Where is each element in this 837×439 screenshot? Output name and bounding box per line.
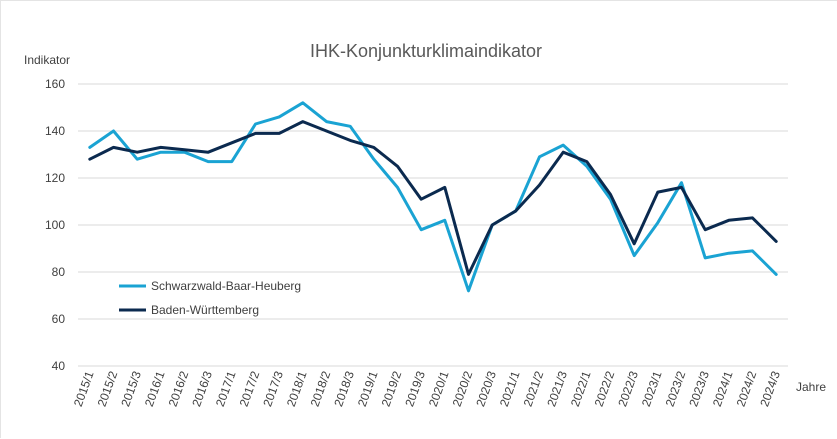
y-tick-label: 100 xyxy=(45,218,65,232)
x-tick-label: 2021/2 xyxy=(521,369,547,409)
y-tick-label: 140 xyxy=(45,124,65,138)
y-tick-labels: 40 60 80 100 120 140 160 xyxy=(45,77,65,373)
y-tick-label: 160 xyxy=(45,77,65,91)
x-tick-label: 2018/2 xyxy=(308,369,334,409)
y-tick-label: 40 xyxy=(52,359,66,373)
x-tick-label: 2021/1 xyxy=(497,369,523,409)
x-tick-labels: 2015/12015/22015/32016/12016/22016/32017… xyxy=(71,369,783,409)
x-tick-label: 2019/3 xyxy=(402,369,428,409)
x-tick-label: 2015/3 xyxy=(118,369,144,409)
x-tick-label: 2024/2 xyxy=(734,369,760,409)
x-tick-label: 2024/1 xyxy=(710,369,736,409)
y-tick-label: 120 xyxy=(45,171,65,185)
series-line-baden-wuerttemberg xyxy=(88,120,778,276)
x-tick-label: 2016/1 xyxy=(142,369,168,409)
y-axis-label: Indikator xyxy=(24,53,70,67)
x-tick-label: 2022/2 xyxy=(592,369,618,409)
x-tick-label: 2022/1 xyxy=(568,369,594,409)
x-tick-label: 2017/2 xyxy=(237,369,263,409)
x-tick-label: 2015/1 xyxy=(71,369,97,409)
x-tick-label: 2020/3 xyxy=(473,369,499,409)
series-lines xyxy=(88,101,778,293)
legend: Schwarzwald-Baar-Heuberg Baden-Württember… xyxy=(119,279,301,317)
x-tick-label: 2016/2 xyxy=(166,369,192,409)
x-tick-label: 2019/1 xyxy=(355,369,381,409)
y-tick-label: 60 xyxy=(52,312,66,326)
y-tick-label: 80 xyxy=(52,265,66,279)
x-tick-label: 2020/2 xyxy=(450,369,476,409)
legend-label: Schwarzwald-Baar-Heuberg xyxy=(151,279,301,293)
x-tick-label: 2016/3 xyxy=(189,369,215,409)
x-tick-label: 2020/1 xyxy=(426,369,452,409)
x-tick-label: 2022/3 xyxy=(615,369,641,409)
x-tick-label: 2017/1 xyxy=(213,369,239,409)
x-tick-label: 2015/2 xyxy=(95,369,121,409)
x-tick-label: 2018/1 xyxy=(284,369,310,409)
x-axis-label: Jahre xyxy=(796,380,826,394)
x-tick-label: 2017/3 xyxy=(260,369,286,409)
x-tick-label: 2019/2 xyxy=(379,369,405,409)
x-tick-label: 2018/3 xyxy=(331,369,357,409)
x-tick-label: 2023/2 xyxy=(663,369,689,409)
x-tick-label: 2024/3 xyxy=(757,369,783,409)
x-tick-label: 2021/3 xyxy=(544,369,570,409)
series-line-schwarzwald-baar-heuberg xyxy=(88,101,778,293)
x-tick-label: 2023/3 xyxy=(686,369,712,409)
x-tick-label: 2023/1 xyxy=(639,369,665,409)
gridlines xyxy=(78,83,788,367)
chart-title: IHK-Konjunkturklimaindikator xyxy=(310,41,542,61)
legend-label: Baden-Württemberg xyxy=(151,303,259,317)
